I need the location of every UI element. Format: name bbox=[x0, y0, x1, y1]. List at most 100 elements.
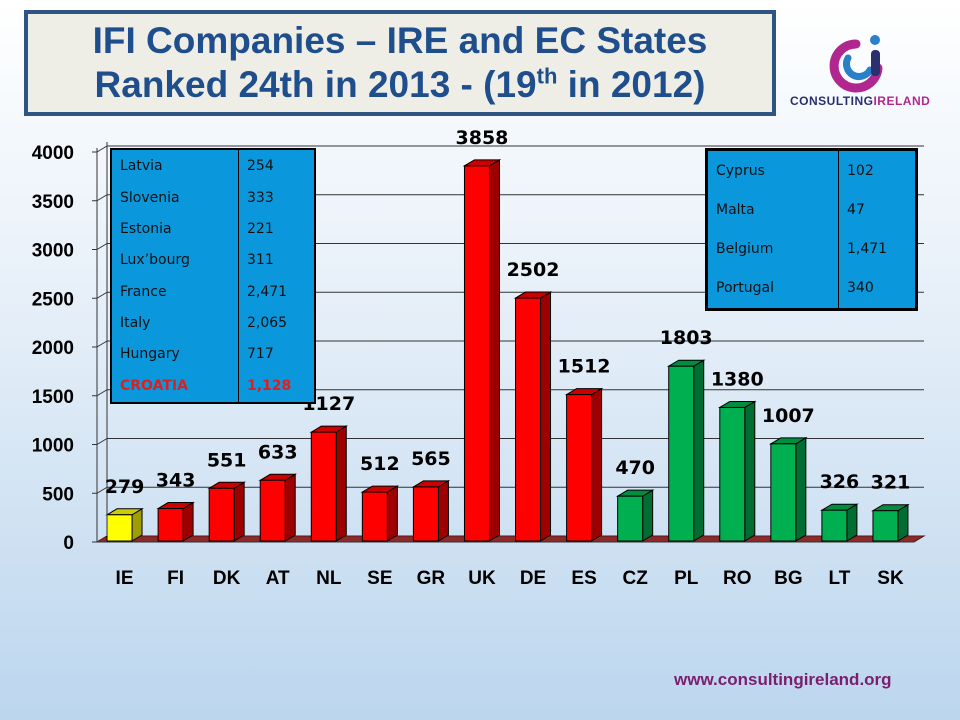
country-value: 102 bbox=[847, 163, 874, 180]
y-tick-label: 1500 bbox=[32, 387, 74, 408]
x-tick-label: UK bbox=[468, 568, 496, 589]
data-label: 633 bbox=[258, 441, 298, 463]
bar-front bbox=[719, 406, 746, 542]
bar-front bbox=[106, 514, 133, 542]
gridline-side bbox=[96, 145, 108, 153]
data-label: 1803 bbox=[660, 327, 713, 349]
country-name: Latvia bbox=[111, 149, 239, 183]
x-tick-label: LT bbox=[829, 568, 851, 589]
bar-side bbox=[795, 436, 807, 542]
bar-side bbox=[284, 473, 296, 542]
data-label: 321 bbox=[871, 472, 911, 494]
y-tick-label: 2000 bbox=[32, 338, 74, 359]
table-row: Lux’bourg 311 bbox=[111, 244, 315, 276]
bar-side bbox=[642, 489, 654, 542]
country-value: 2,471 bbox=[247, 283, 288, 300]
country-name: Portugal bbox=[706, 267, 839, 310]
data-label: 1512 bbox=[558, 356, 611, 378]
bar-de bbox=[513, 291, 553, 542]
bar-ro bbox=[717, 400, 757, 542]
bar-sk bbox=[871, 503, 910, 542]
logo-text: CONSULTINGIRELAND bbox=[790, 94, 930, 108]
country-name: Lux’bourg bbox=[111, 244, 239, 276]
table-row: Cyprus 102 bbox=[706, 149, 917, 192]
title-line-2: Ranked 24th in 2013 - (19th in 2012) bbox=[95, 63, 706, 107]
country-value: 333 bbox=[247, 189, 274, 206]
bar-bg bbox=[769, 436, 808, 542]
y-tick-label: 0 bbox=[63, 533, 74, 554]
bar-side bbox=[744, 400, 756, 542]
bar-side bbox=[693, 359, 705, 542]
country-name: Slovenia bbox=[111, 182, 239, 214]
gridline-side bbox=[96, 389, 108, 397]
table-row: Latvia 254 bbox=[111, 149, 315, 183]
bar-front bbox=[361, 491, 388, 542]
country-name: Malta bbox=[706, 191, 839, 230]
y-tick-label: 1000 bbox=[32, 436, 74, 457]
bar-front bbox=[566, 394, 593, 542]
x-tick-label: FI bbox=[167, 568, 184, 589]
bar-front bbox=[821, 509, 848, 542]
country-name: Estonia bbox=[111, 213, 239, 245]
data-label: 551 bbox=[207, 449, 247, 471]
x-tick-label: NL bbox=[316, 568, 342, 589]
x-tick-label: AT bbox=[266, 568, 290, 589]
bar-es bbox=[564, 387, 604, 542]
bar-front bbox=[515, 297, 542, 542]
bar-pl bbox=[666, 359, 706, 542]
other-states-table-right: Cyprus 102 Malta 47 Belgium 1,471 Portugal 340 bbox=[705, 148, 918, 311]
bar-side bbox=[437, 480, 449, 542]
table-row: Italy 2,065 bbox=[111, 307, 315, 339]
bar-front bbox=[770, 443, 797, 542]
country-name: Hungary bbox=[111, 338, 239, 370]
table-row: Estonia 221 bbox=[111, 213, 315, 245]
bar-fi bbox=[156, 501, 195, 542]
bar-front bbox=[157, 508, 184, 542]
data-label: 326 bbox=[820, 471, 860, 493]
bar-cz bbox=[615, 489, 655, 542]
bar-dk bbox=[207, 481, 246, 542]
bar-side bbox=[540, 291, 552, 542]
country-name: Belgium bbox=[706, 229, 839, 268]
x-tick-label: DE bbox=[520, 568, 546, 589]
country-value: 254 bbox=[247, 158, 274, 175]
y-tick-label: 3000 bbox=[32, 241, 74, 262]
gridline-side bbox=[96, 486, 108, 494]
logo-text-ireland: IRELAND bbox=[873, 94, 931, 108]
bar-nl bbox=[309, 425, 349, 542]
data-label: 2502 bbox=[507, 259, 560, 281]
country-value: 1,128 bbox=[247, 377, 292, 394]
title-box: IFI Companies – IRE and EC States Ranked… bbox=[24, 10, 776, 116]
bar-front bbox=[310, 431, 337, 542]
gridline-side bbox=[96, 291, 108, 299]
bar-side bbox=[182, 501, 194, 542]
y-axis: 0 500 1000 1500 2000 2500 3000 3500 4000 bbox=[32, 142, 108, 554]
country-name: Cyprus bbox=[706, 149, 839, 192]
data-label: 512 bbox=[360, 453, 400, 475]
table-row: France 2,471 bbox=[111, 275, 315, 308]
country-value: 340 bbox=[847, 279, 874, 296]
title-line-2-prefix: Ranked 24th in 2013 - (19 bbox=[94, 64, 537, 105]
title-superscript: th bbox=[536, 63, 558, 89]
data-label: 470 bbox=[615, 457, 655, 479]
x-tick-label: GR bbox=[417, 568, 446, 589]
data-label: 1380 bbox=[711, 368, 764, 390]
country-value: 1,471 bbox=[847, 240, 888, 257]
data-label: 1007 bbox=[762, 405, 815, 427]
country-value: 2,065 bbox=[247, 314, 288, 331]
x-tick-label: SK bbox=[877, 568, 904, 589]
bar-ie bbox=[105, 507, 144, 542]
bar-side bbox=[488, 158, 500, 542]
gridline-side bbox=[96, 194, 108, 202]
x-tick-label: CZ bbox=[622, 568, 648, 589]
website-link[interactable]: www.consultingireland.org bbox=[674, 670, 892, 689]
title-line-2-suffix: in 2012) bbox=[557, 64, 706, 105]
country-name: CROATIA bbox=[111, 369, 239, 403]
table-row: Portugal 340 bbox=[706, 267, 917, 310]
logo-text-consulting: CONSULTING bbox=[790, 94, 874, 108]
country-name: France bbox=[111, 275, 239, 308]
country-value: 221 bbox=[247, 221, 274, 238]
y-tick-label: 3500 bbox=[32, 192, 74, 213]
x-tick-label: SE bbox=[367, 568, 392, 589]
bar-front bbox=[872, 510, 899, 542]
